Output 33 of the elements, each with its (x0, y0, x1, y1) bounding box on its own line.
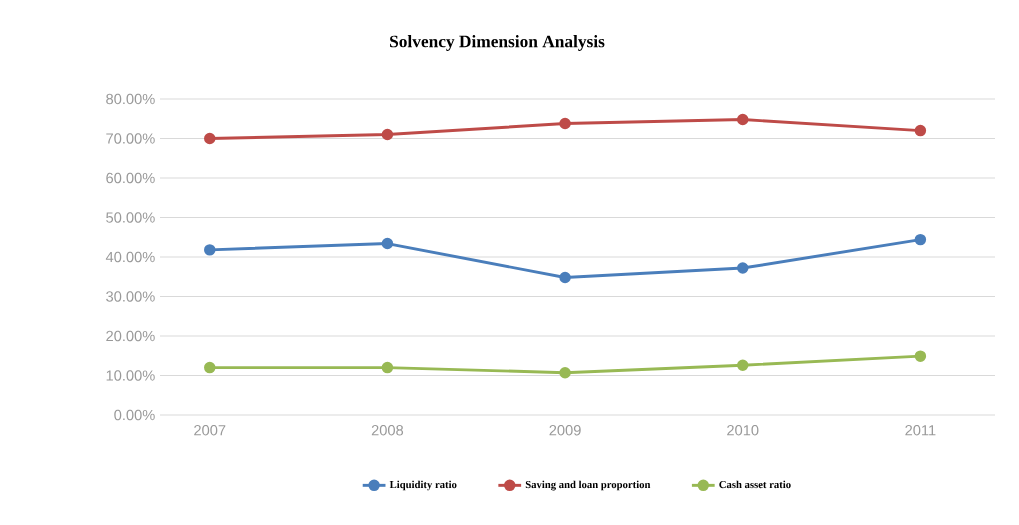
point (381, 128, 394, 141)
point (559, 367, 571, 379)
point (381, 237, 394, 250)
y-tick-label: 70.00% (106, 133, 155, 144)
y-tick-label: 60.00% (106, 172, 155, 184)
x-tick-label: 2007 (194, 425, 226, 436)
point (204, 132, 216, 145)
x-tick-label: 2011 (905, 425, 936, 436)
y-tick-label: 20.00% (106, 330, 155, 342)
point (559, 117, 571, 130)
x-tick-label: 2009 (549, 425, 581, 436)
point (914, 233, 927, 246)
legend-label: Saving and loan proportion (525, 480, 651, 491)
point (204, 361, 216, 374)
y-tick-label: 50.00% (106, 212, 155, 223)
point (381, 361, 394, 374)
y-tick-label: 80.00% (106, 93, 155, 105)
y-tick-label: 0.00% (114, 409, 155, 421)
point (559, 271, 571, 284)
point (914, 124, 927, 137)
y-tick-label: 40.00% (105, 251, 155, 263)
point (914, 350, 927, 362)
x-tick-label: 2010 (727, 425, 759, 436)
y-tick-label: 10.00% (106, 370, 155, 381)
legend-label: Liquidity ratio (389, 480, 457, 491)
legend-label: Cash asset ratio (719, 480, 791, 489)
x-tick-label: 2008 (371, 425, 404, 436)
point (736, 359, 749, 371)
chart-title: Solvency Dimension Analysis (390, 35, 605, 51)
point (736, 262, 749, 274)
point (736, 113, 749, 126)
point (204, 244, 216, 256)
y-tick-label: 30.00% (106, 291, 155, 302)
